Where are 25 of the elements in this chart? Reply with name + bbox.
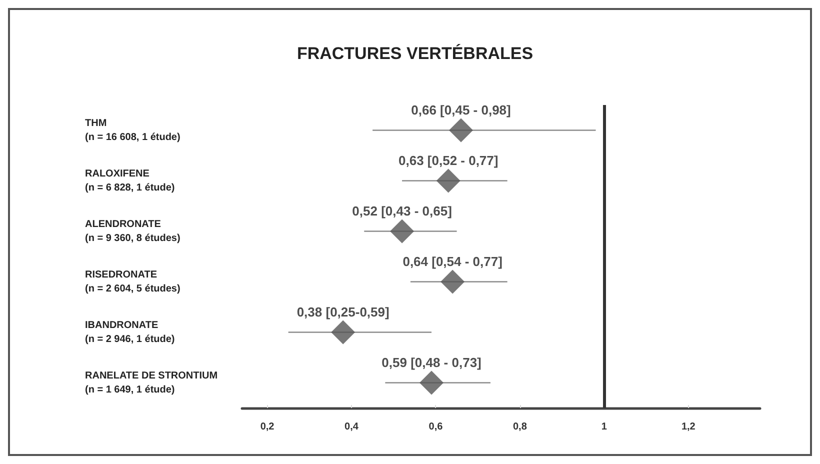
point	[390, 219, 414, 244]
x-tick-label: 0,6	[428, 422, 444, 432]
data-label: 0,52 [0,43 - 0,65]	[352, 203, 452, 218]
y-tick-label: RISEDRONATE (n = 2 604, 5 études)	[85, 269, 180, 294]
x-tick-label: 1,2	[681, 422, 696, 432]
data-label: 0,64 [0,54 - 0,77]	[402, 254, 502, 269]
data-label: 0,63 [0,52 - 0,77]	[398, 152, 498, 168]
point	[420, 370, 444, 395]
point	[448, 118, 473, 142]
x-tick-label: 0,4	[344, 422, 359, 432]
x-tick-label: 0,8	[513, 422, 528, 432]
y-tick-label: IBANDRONATE (n = 2 946, 1 étude)	[85, 320, 175, 345]
point	[440, 270, 465, 294]
x-tick-label: 0,2	[260, 422, 275, 432]
y-tick-label: RALOXIFENE (n = 6 828, 1 étude)	[85, 168, 175, 194]
chart-title: FRACTURES VERTÉBRALES	[296, 43, 534, 63]
data-label: 0,38 [0,25-0,59]	[296, 304, 390, 320]
point	[436, 168, 460, 193]
data-label: 0,59 [0,48 - 0,73]	[382, 354, 482, 370]
y-tick-label: RANELATE DE STRONTIUM (n = 1 649, 1 étude)	[85, 370, 218, 396]
y-tick-label: ALENDRONATE (n = 9 360, 8 études)	[85, 218, 180, 244]
y-tick-label: THM (n = 16 608, 1 étude)	[85, 118, 180, 143]
x-tick-label: 1	[601, 422, 608, 432]
data-label: 0,66 [0,45 - 0,98]	[411, 102, 511, 118]
point	[331, 320, 356, 344]
